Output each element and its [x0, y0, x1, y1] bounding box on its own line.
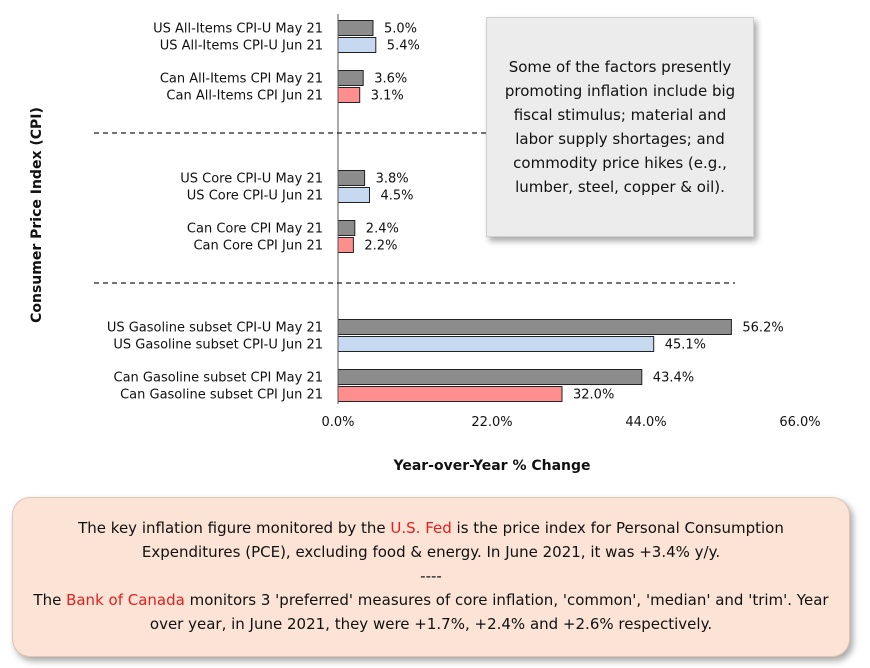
- bar-1: [337, 20, 374, 36]
- value-label-2: 5.4%: [387, 39, 420, 54]
- factors-callout-text: Some of the factors presently promoting …: [504, 58, 736, 196]
- category-label-6: US Core CPI-U Jun 21: [187, 189, 323, 204]
- bar-10: [337, 336, 655, 352]
- bar-6: [337, 187, 370, 203]
- value-label-6: 4.5%: [381, 189, 414, 204]
- category-label-9: US Gasoline subset CPI-U May 21: [107, 321, 323, 336]
- value-label-11: 43.4%: [653, 371, 694, 386]
- bar-9: [337, 319, 732, 335]
- bar-5: [337, 170, 366, 186]
- bar-2: [337, 37, 377, 53]
- factors-callout: Some of the factors presently promoting …: [486, 17, 754, 237]
- note-separator: ----: [420, 567, 442, 585]
- fed-note-post: is the price index for Personal Consumpt…: [141, 519, 784, 561]
- value-label-3: 3.6%: [374, 72, 407, 87]
- bar-8: [337, 237, 354, 253]
- boc-note-pre: The: [33, 591, 67, 609]
- value-label-12: 32.0%: [573, 388, 614, 403]
- fed-note: The key inflation figure monitored by th…: [33, 516, 829, 564]
- category-label-5: US Core CPI-U May 21: [180, 172, 323, 187]
- category-label-4: Can All-Items CPI Jun 21: [166, 89, 323, 104]
- bar-4: [337, 87, 361, 103]
- y-axis-title: Consumer Price Index (CPI): [29, 107, 45, 323]
- boc-note-post: monitors 3 'preferred' measures of core …: [149, 591, 829, 633]
- category-label-10: US Gasoline subset CPI-U Jun 21: [113, 338, 323, 353]
- bar-3: [337, 70, 364, 86]
- category-label-11: Can Gasoline subset CPI May 21: [114, 371, 323, 386]
- value-label-9: 56.2%: [742, 321, 783, 336]
- category-label-2: US All-Items CPI-U Jun 21: [160, 39, 323, 54]
- bar-12: [337, 386, 563, 402]
- category-label-7: Can Core CPI May 21: [187, 222, 323, 237]
- bar-11: [337, 369, 643, 385]
- category-label-1: US All-Items CPI-U May 21: [153, 22, 323, 37]
- x-tick-label-1: 0.0%: [321, 415, 354, 430]
- category-label-3: Can All-Items CPI May 21: [160, 72, 323, 87]
- bar-chart: US All-Items CPI-U May 21 5.0% US All-Item…: [29, 14, 821, 474]
- x-tick-label-2: 22.0%: [471, 415, 512, 430]
- boc-note: The Bank of Canada monitors 3 'preferred…: [33, 588, 829, 636]
- info-callout: The key inflation figure monitored by th…: [12, 497, 850, 657]
- fed-name: U.S. Fed: [390, 519, 452, 537]
- boc-name: Bank of Canada: [66, 591, 185, 609]
- x-axis-title: Year-over-Year % Change: [392, 458, 590, 474]
- x-tick-label-4: 66.0%: [779, 415, 820, 430]
- category-label-8: Can Core CPI Jun 21: [193, 239, 323, 254]
- bars-layer: US All-Items CPI-U May 21 5.0% US All-Item…: [107, 20, 784, 403]
- value-label-10: 45.1%: [665, 338, 706, 353]
- value-label-7: 2.4%: [366, 222, 399, 237]
- x-tick-label-3: 44.0%: [625, 415, 666, 430]
- value-label-1: 5.0%: [384, 22, 417, 37]
- x-axis-ticks: 0.0% 22.0% 44.0% 66.0%: [321, 415, 820, 430]
- value-label-4: 3.1%: [371, 89, 404, 104]
- bar-7: [337, 220, 356, 236]
- value-label-5: 3.8%: [376, 172, 409, 187]
- fed-note-pre: The key inflation figure monitored by th…: [78, 519, 391, 537]
- value-label-8: 2.2%: [364, 239, 397, 254]
- category-label-12: Can Gasoline subset CPI Jun 21: [120, 388, 323, 403]
